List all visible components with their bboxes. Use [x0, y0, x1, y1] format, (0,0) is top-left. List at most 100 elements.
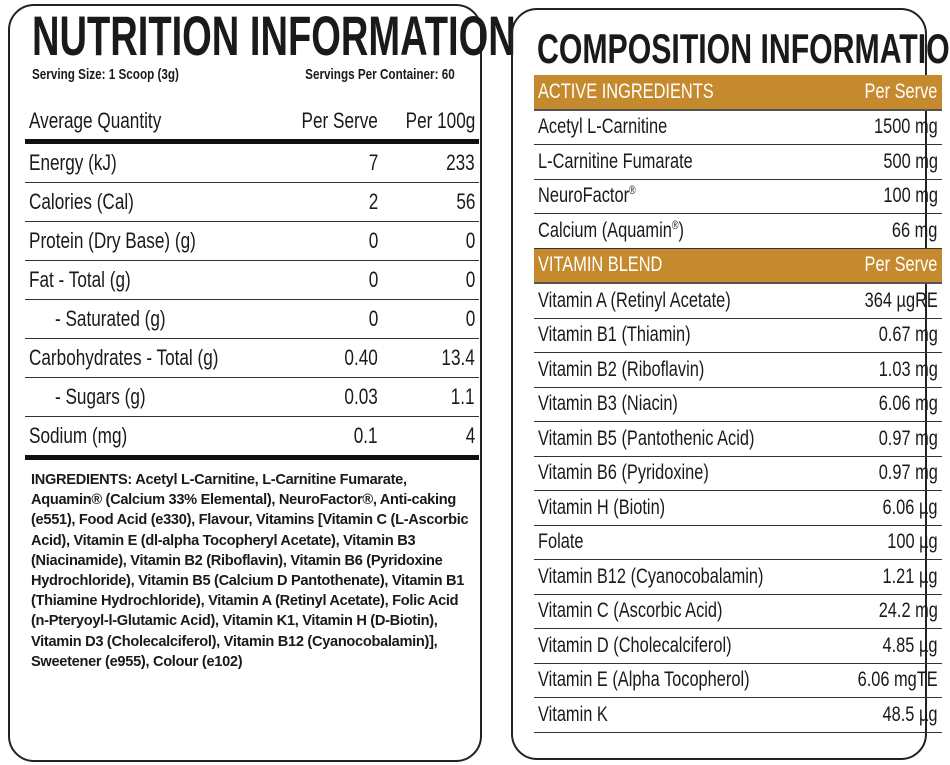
table-row: Vitamin B3 (Niacin) 6.06 mg: [534, 387, 942, 422]
ingredient-amount: 6.06 µg: [882, 495, 938, 519]
ingredient-amount: 6.06 mgTE: [857, 668, 938, 692]
table-row: Vitamin A (Retinyl Acetate) 364 µgRE: [534, 283, 942, 319]
servings-text: Servings Per Container: 60: [305, 66, 455, 83]
ingredient-name: Vitamin B12 (Cyanocobalamin): [538, 564, 764, 588]
per-100g-value: 0: [465, 267, 476, 292]
per-serve-value: 0: [368, 228, 378, 253]
section-header-active: ACTIVE INGREDIENTS Per Serve: [534, 75, 942, 111]
table-row: L-Carnitine Fumarate 500 mg: [534, 144, 942, 180]
header-per-100g: Per 100g: [405, 108, 476, 133]
per-100g-value: 1.1: [451, 384, 476, 409]
table-row: - Saturated (g) 0 0: [25, 299, 480, 339]
row-label: Carbohydrates - Total (g): [29, 345, 219, 370]
per-serve-value: 0.1: [353, 423, 378, 448]
table-row: Calories (Cal) 2 56: [25, 182, 480, 222]
ingredient-amount: 0.97 mg: [878, 461, 938, 485]
ingredient-amount: 100 mg: [883, 184, 938, 208]
ingredient-name: Calcium (Aquamin®): [538, 218, 684, 242]
row-label: - Saturated (g): [55, 306, 166, 331]
ingredient-amount: 1.03 mg: [878, 357, 938, 381]
table-row: Vitamin B6 (Pyridoxine) 0.97 mg: [534, 456, 942, 491]
table-row: Energy (kJ) 7 233: [25, 141, 480, 183]
per-serve-value: 7: [368, 150, 378, 175]
table-row: Fat - Total (g) 0 0: [25, 260, 480, 300]
table-row: Vitamin B12 (Cyanocobalamin) 1.21 µg: [534, 559, 942, 595]
ingredient-name: Acetyl L-Carnitine: [538, 115, 668, 139]
header-per-serve: Per Serve: [301, 108, 378, 133]
ingredient-amount: 1500 mg: [874, 115, 938, 139]
table-row: Vitamin D (Cholecalciferol) 4.85 µg: [534, 628, 942, 664]
nutrition-table: Average Quantity Per Serve Per 100g Ener…: [25, 103, 480, 460]
section-col: Per Serve: [864, 253, 938, 277]
per-serve-value: 0.03: [344, 384, 378, 409]
table-header: Average Quantity Per Serve Per 100g: [25, 103, 480, 144]
table-row: Protein (Dry Base) (g) 0 0: [25, 221, 480, 261]
table-row: Vitamin B2 (Riboflavin) 1.03 mg: [534, 352, 942, 388]
ingredient-amount: 4.85 µg: [882, 633, 938, 657]
per-100g-value: 0: [465, 228, 476, 253]
composition-title: COMPOSITION INFORMATION: [537, 25, 950, 72]
ingredient-amount: 364 µgRE: [864, 288, 938, 312]
ingredient-name: NeuroFactor®: [538, 184, 636, 208]
row-label: Energy (kJ): [29, 150, 117, 175]
serving-size: Serving Size: 1 Scoop (3g): [32, 66, 220, 83]
table-row: Vitamin B1 (Thiamin) 0.67 mg: [534, 318, 942, 353]
servings-per-container: Servings Per Container: 60: [263, 66, 455, 83]
serving-size-text: Serving Size: 1 Scoop (3g): [32, 66, 179, 83]
table-row: Vitamin C (Ascorbic Acid) 24.2 mg: [534, 594, 942, 629]
table-row: Folate 100 µg: [534, 525, 942, 560]
per-serve-value: 0: [368, 267, 378, 292]
per-100g-value: 0: [465, 306, 476, 331]
ingredient-name: Vitamin H (Biotin): [538, 495, 666, 519]
table-row: Vitamin B5 (Pantothenic Acid) 0.97 mg: [534, 421, 942, 457]
section-title: ACTIVE INGREDIENTS: [538, 79, 714, 103]
ingredient-name: Vitamin B6 (Pyridoxine): [538, 461, 709, 485]
ingredient-amount: 0.97 mg: [878, 426, 938, 450]
table-row: Vitamin E (Alpha Tocopherol) 6.06 mgTE: [534, 663, 942, 698]
ingredients-text: INGREDIENTS: Acetyl L-Carnitine, L-Carni…: [31, 472, 469, 670]
table-row: Acetyl L-Carnitine 1500 mg: [534, 109, 942, 145]
per-100g-value: 233: [446, 150, 476, 175]
ingredient-amount: 6.06 mg: [878, 392, 938, 416]
row-label: Protein (Dry Base) (g): [29, 228, 196, 253]
table-row: Vitamin H (Biotin) 6.06 µg: [534, 490, 942, 526]
ingredient-name: Vitamin K: [538, 702, 608, 726]
table-row: Sodium (mg) 0.1 4: [25, 416, 480, 460]
per-serve-value: 2: [368, 189, 378, 214]
ingredient-amount: 100 µg: [887, 530, 938, 554]
ingredient-amount: 500 mg: [883, 149, 938, 173]
ingredient-amount: 48.5 µg: [882, 702, 938, 726]
row-label: Calories (Cal): [29, 189, 134, 214]
composition-table: ACTIVE INGREDIENTS Per Serve Acetyl L-Carn…: [534, 75, 942, 733]
section-title: VITAMIN BLEND: [538, 253, 663, 277]
row-label: Fat - Total (g): [29, 267, 131, 292]
ingredient-amount: 24.2 mg: [878, 599, 938, 623]
ingredient-name: Vitamin B2 (Riboflavin): [538, 357, 705, 381]
ingredient-name: L-Carnitine Fumarate: [538, 149, 693, 173]
table-row: NeuroFactor® 100 mg: [534, 179, 942, 214]
per-100g-value: 56: [455, 189, 476, 214]
row-label: - Sugars (g): [55, 384, 146, 409]
table-row: - Sugars (g) 0.03 1.1: [25, 377, 480, 417]
ingredient-name: Folate: [538, 530, 584, 554]
section-header-vitamins: VITAMIN BLEND Per Serve: [534, 248, 942, 284]
ingredient-name: Vitamin A (Retinyl Acetate): [538, 288, 731, 312]
table-row: Carbohydrates - Total (g) 0.40 13.4: [25, 338, 480, 378]
header-quantity: Average Quantity: [29, 108, 162, 133]
ingredient-amount: 66 mg: [892, 218, 938, 242]
nutrition-title: NUTRITION INFORMATION: [32, 4, 516, 67]
ingredient-name: Vitamin B5 (Pantothenic Acid): [538, 426, 755, 450]
table-row: Calcium (Aquamin®) 66 mg: [534, 213, 942, 249]
ingredient-name: Vitamin B1 (Thiamin): [538, 323, 691, 347]
nutrition-panel: [8, 4, 482, 762]
ingredient-name: Vitamin E (Alpha Tocopherol): [538, 668, 750, 692]
ingredient-name: Vitamin D (Cholecalciferol): [538, 633, 732, 657]
ingredient-amount: 1.21 µg: [882, 564, 938, 588]
per-100g-value: 4: [465, 423, 476, 448]
ingredient-name: Vitamin C (Ascorbic Acid): [538, 599, 723, 623]
per-100g-value: 13.4: [441, 345, 476, 370]
ingredient-amount: 0.67 mg: [878, 323, 938, 347]
per-serve-value: 0.40: [344, 345, 378, 370]
row-label: Sodium (mg): [29, 423, 128, 448]
per-serve-value: 0: [368, 306, 378, 331]
